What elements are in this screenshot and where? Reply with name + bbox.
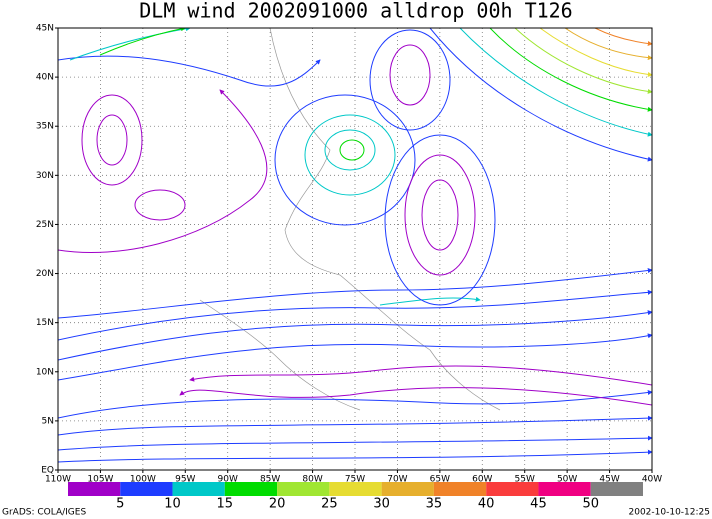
y-tick-label: 40N xyxy=(36,73,54,83)
colorbar-label: 25 xyxy=(321,497,338,512)
colorbar-box xyxy=(68,482,121,496)
x-tick-label: 50W xyxy=(557,475,577,485)
colorbar-box xyxy=(433,482,487,496)
x-tick-label: 110W xyxy=(45,475,71,485)
colorbar-label: 40 xyxy=(478,497,495,512)
colorbar-label: 20 xyxy=(269,497,286,512)
colorbar-box xyxy=(381,482,434,496)
x-tick-label: 40W xyxy=(642,475,662,485)
colorbar-label: 35 xyxy=(426,497,443,512)
x-tick-label: 95W xyxy=(175,475,195,485)
y-tick-label: 25N xyxy=(36,220,54,230)
x-tick-label: 60W xyxy=(472,475,492,485)
colorbar-box xyxy=(538,482,591,496)
y-tick-label: 5N xyxy=(42,416,54,426)
colorbar-label: 5 xyxy=(116,497,124,512)
colorbar-box xyxy=(329,482,382,496)
colorbar-label: 15 xyxy=(217,497,234,512)
y-tick-label: 10N xyxy=(36,367,54,377)
colorbar-label: 50 xyxy=(582,497,599,512)
colorbar-box xyxy=(120,482,173,496)
x-tick-label: 85W xyxy=(260,475,280,485)
colorbar-label: 45 xyxy=(530,497,547,512)
streamlines xyxy=(58,28,652,463)
y-tick-label: 30N xyxy=(36,171,54,181)
axes: 110W 105W 100W 95W 90W 85W 80W 75W 70W 65W 60W 55W 5… xyxy=(36,24,662,485)
y-tick-label: 20N xyxy=(36,269,54,279)
x-tick-label: 75W xyxy=(345,475,365,485)
x-tick-label: 70W xyxy=(387,475,407,485)
colorbar-box xyxy=(486,482,539,496)
y-tick-label: 45N xyxy=(36,24,54,34)
y-tick-label: 15N xyxy=(36,318,54,328)
colorbar-box xyxy=(224,482,278,496)
x-tick-label: 55W xyxy=(515,475,535,485)
x-tick-label: 90W xyxy=(218,475,238,485)
x-tick-label: 100W xyxy=(130,475,156,485)
y-tick-label: EQ xyxy=(41,466,54,476)
colorbar-label: 30 xyxy=(373,497,390,512)
colorbar-label: 10 xyxy=(164,497,181,512)
colorbar-box xyxy=(590,482,643,496)
colorbar-box xyxy=(172,482,225,496)
colorbar-box xyxy=(277,482,330,496)
x-tick-label: 65W xyxy=(430,475,450,485)
y-tick-label: 35N xyxy=(36,122,54,132)
footer-right: 2002-10-10-12:25 xyxy=(629,508,711,518)
x-tick-label: 80W xyxy=(302,475,322,485)
colorbar: 5 10 15 20 25 30 35 40 45 50 xyxy=(68,482,643,512)
x-tick-label: 105W xyxy=(87,475,113,485)
title: DLM wind 2002091000 alldrop 00h T126 xyxy=(139,0,572,23)
x-tick-label: 45W xyxy=(599,475,619,485)
grid xyxy=(58,28,652,470)
footer-left: GrADS: COLA/IGES xyxy=(2,508,86,518)
